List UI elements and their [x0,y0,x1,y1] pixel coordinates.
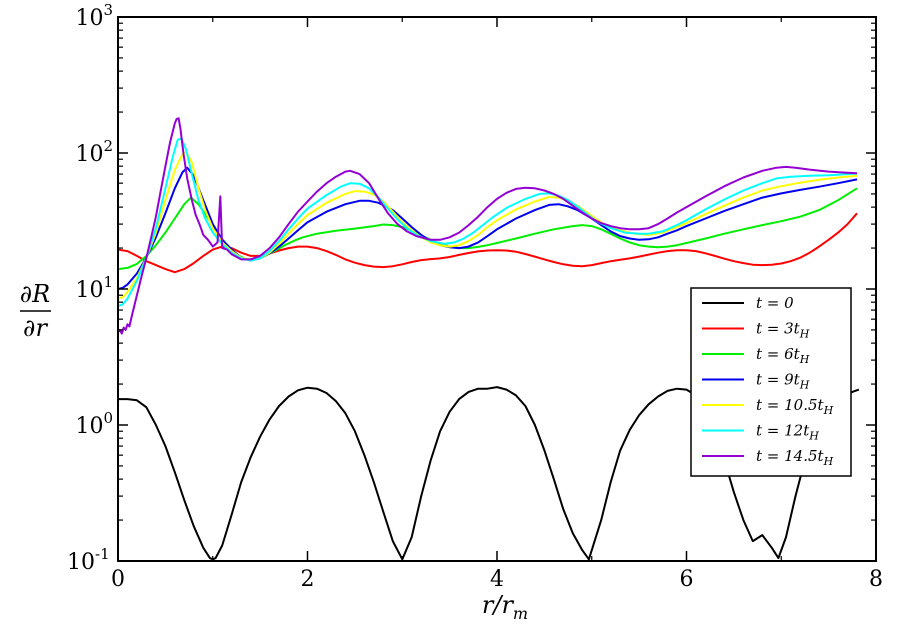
x-tick-label: 4 [490,567,504,592]
y-axis-label-numerator: ∂R [20,280,50,308]
y-tick-label: 103 [76,1,114,31]
legend-label-6: t = 14.5tH [756,447,834,468]
y-tick-label: 10-1 [67,545,110,575]
x-tick-label: 2 [301,567,315,592]
y-tick-label: 101 [76,273,114,303]
legend-label-1: t = 3tH [756,320,810,341]
y-axis-label: ∂R ∂r [20,280,51,342]
x-tick-label: 6 [680,567,694,592]
ticks-layer: 0 2 4 6 8 10-1 100 101 102 103 [67,1,883,592]
series-line-5 [118,137,858,307]
y-axis-label-denominator: ∂r [23,314,48,342]
legend-entries: t = 0 t = 3tH t = 6tH t = 9tH t = 10.5tH t = … [702,294,834,468]
series-layer [118,117,860,561]
x-axis-label: r/rm [482,591,528,623]
y-tick-label: 100 [76,409,114,439]
series-line-0 [118,386,860,561]
legend-label-2: t = 6tH [756,345,810,366]
legend[interactable]: t = 0 t = 3tH t = 6tH t = 9tH t = 10.5tH t = … [690,287,852,477]
legend-label-0: t = 0 [756,294,794,312]
series-line-6 [118,117,858,335]
series-line-1 [118,212,858,274]
legend-box [690,287,852,477]
series-line-2 [118,187,858,271]
x-tick-label: 0 [111,567,125,592]
legend-label-4: t = 10.5tH [756,396,834,417]
y-tick-label: 102 [76,137,114,167]
legend-label-3: t = 9tH [756,371,810,392]
x-tick-label: 8 [869,567,883,592]
series-line-4 [118,150,858,300]
legend-label-5: t = 12tH [756,422,819,443]
